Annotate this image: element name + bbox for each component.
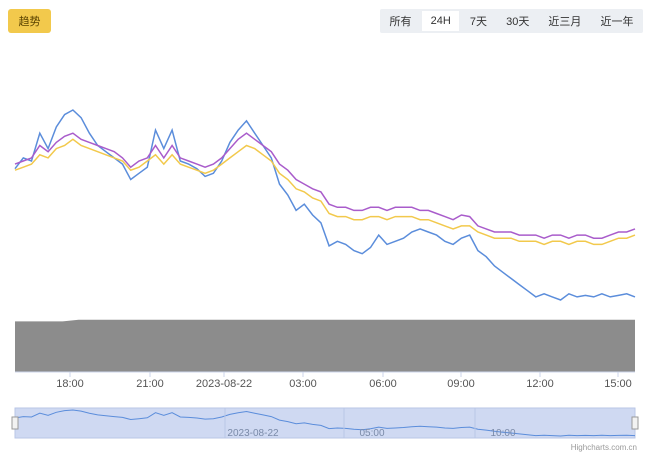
x-axis-ticks: 18:00 21:00 2023-08-22 03:00 06:00 09:00 12:00… xyxy=(56,372,632,390)
x-tick-label: 2023-08-22 xyxy=(196,378,252,390)
x-tick-label: 06:00 xyxy=(369,378,397,390)
time-range-selector: 所有 24H 7天 30天 近三月 近一年 xyxy=(380,9,643,33)
series-line-1 xyxy=(14,109,636,301)
range-3m-button[interactable]: 近三月 xyxy=(548,16,582,28)
series-line-3 xyxy=(14,138,636,246)
x-tick-label: 03:00 xyxy=(289,378,317,390)
series-layer xyxy=(14,109,636,301)
trend-button[interactable]: 趋势 xyxy=(8,9,51,33)
navigator-range[interactable] xyxy=(14,407,636,439)
range-1y-button[interactable]: 近一年 xyxy=(600,16,634,28)
x-tick-label: 18:00 xyxy=(56,378,84,390)
range-24h-button[interactable]: 24H xyxy=(422,11,460,31)
navigator-right-handle[interactable] xyxy=(631,416,639,430)
range-7d-button[interactable]: 7天 xyxy=(469,16,487,28)
navigator-left-handle[interactable] xyxy=(11,416,19,430)
navigator-ticks: 2023-08-22 05:00 10:00 xyxy=(224,408,516,439)
navigator-tick-label: 2023-08-22 xyxy=(227,428,279,439)
navigator-tick-label: 05:00 xyxy=(359,428,384,439)
x-tick-label: 15:00 xyxy=(604,378,632,390)
navigator-tick-label: 10:00 xyxy=(490,428,515,439)
x-tick-label: 09:00 xyxy=(447,378,475,390)
range-30d-button[interactable]: 30天 xyxy=(506,16,530,28)
navigator-series xyxy=(14,409,636,437)
series-line-2 xyxy=(14,132,636,240)
chart-credits[interactable]: Highcharts.com.cn xyxy=(571,443,637,452)
volume-area xyxy=(15,319,635,372)
range-all-button[interactable]: 所有 xyxy=(389,16,412,28)
navigator[interactable]: 2023-08-22 05:00 10:00 xyxy=(11,407,639,439)
x-tick-label: 21:00 xyxy=(136,378,164,390)
x-tick-label: 12:00 xyxy=(526,378,554,390)
